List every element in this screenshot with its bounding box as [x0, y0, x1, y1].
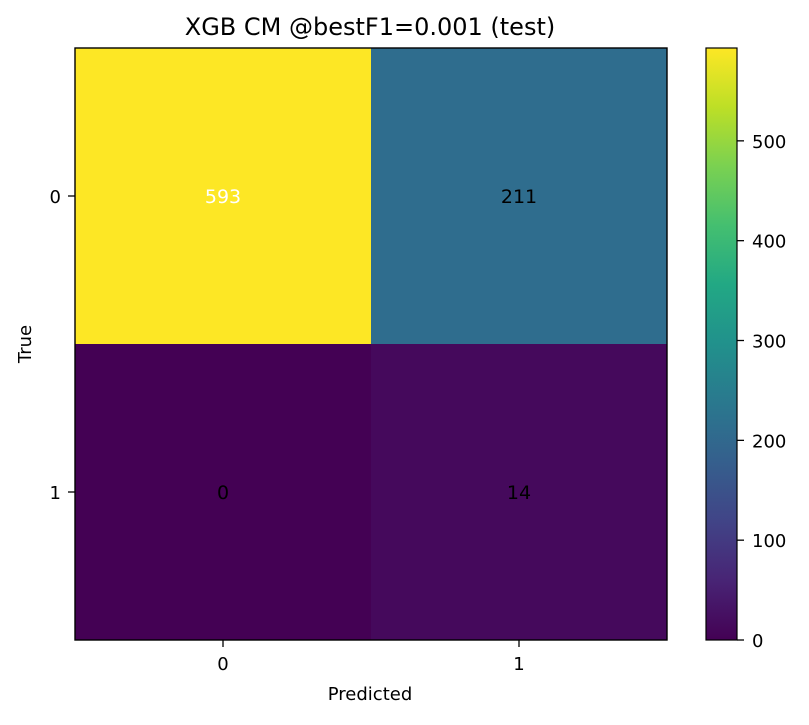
heatmap-cell-1-0	[75, 344, 372, 641]
cell-label-1-1: 14	[507, 482, 531, 504]
plot-frame	[74, 47, 668, 641]
heatmap-cell-0-1	[371, 48, 668, 345]
colorbar	[705, 47, 738, 641]
colorbar-tick-label-0: 0	[752, 631, 763, 652]
x-tick-label-1: 1	[513, 654, 524, 675]
colorbar-ticks: 0 100 200 300 400 500	[737, 132, 786, 652]
y-tick-label-0: 0	[50, 187, 61, 208]
cell-label-0-1: 211	[501, 186, 537, 208]
colorbar-tick-label-2: 200	[752, 431, 786, 452]
colorbar-tick-label-5: 500	[752, 132, 786, 153]
heatmap-cells	[75, 48, 668, 641]
y-axis-label: True	[15, 325, 36, 364]
colorbar-tick-label-3: 300	[752, 332, 786, 353]
heatmap-cell-0-0	[75, 48, 372, 345]
x-tick-label-0: 0	[217, 654, 228, 675]
chart-title: XGB CM @bestF1=0.001 (test)	[185, 13, 555, 41]
y-axis-ticks: 01	[50, 187, 75, 504]
colorbar-tick-label-1: 100	[752, 531, 786, 552]
x-axis-label: Predicted	[328, 684, 413, 705]
cell-label-0-0: 593	[205, 186, 241, 208]
colorbar-tick-label-4: 400	[752, 232, 786, 253]
cell-labels: 593 211 0 14	[205, 186, 537, 504]
y-tick-label-1: 1	[50, 483, 61, 504]
cell-label-1-0: 0	[217, 482, 229, 504]
heatmap-cell-1-1	[371, 344, 668, 641]
